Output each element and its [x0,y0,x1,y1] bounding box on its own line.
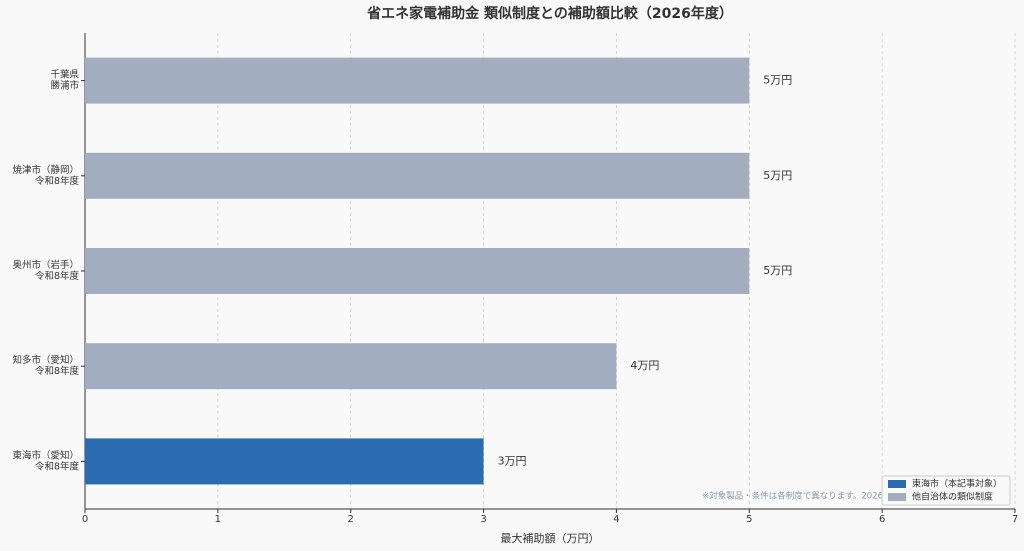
y-tick-label: 奥州市（岩手） [12,259,79,271]
bar [85,343,617,390]
x-tick-label: 2 [348,514,354,525]
x-tick-label: 4 [613,514,619,525]
legend-label: 東海市（本記事対象） [912,478,1002,490]
x-tick-label: 6 [879,514,885,525]
value-label: 5万円 [763,264,792,277]
y-tick-label: 令和8年度 [35,175,80,187]
value-label: 5万円 [763,74,792,87]
legend-label: 他自治体の類似制度 [912,491,993,503]
bar [85,57,750,104]
chart-title: 省エネ家電補助金 類似制度との補助額比較（2026年度） [366,5,733,22]
bar [85,152,750,199]
y-tick-label: 令和8年度 [35,365,80,377]
x-tick-label: 1 [215,514,221,525]
value-label: 5万円 [763,169,792,182]
y-tick-label: 焼津市（静岡） [12,164,79,176]
note: ※対象製品・条件は各制度で異なります。2026 [702,491,883,502]
legend-swatch [888,480,906,488]
y-tick-label: 令和8年度 [35,460,80,472]
y-tick-label: 千葉県 [50,69,79,81]
x-tick-label: 0 [82,514,88,525]
x-axis-label: 最大補助額（万円） [501,531,600,545]
value-label: 3万円 [498,454,527,467]
legend-box [881,475,1011,506]
value-label: 4万円 [630,359,659,372]
bar [85,248,750,294]
y-tick-label: 東海市（愛知） [12,449,79,461]
x-tick-label: 7 [1012,514,1018,525]
legend-swatch [888,493,906,501]
x-tick-label: 5 [746,514,752,525]
bar [85,438,484,485]
y-tick-label: 勝浦市 [50,80,79,92]
x-tick-label: 3 [480,514,486,525]
y-tick-label: 知多市（愛知） [12,354,79,366]
y-tick-label: 令和8年度 [35,270,80,282]
